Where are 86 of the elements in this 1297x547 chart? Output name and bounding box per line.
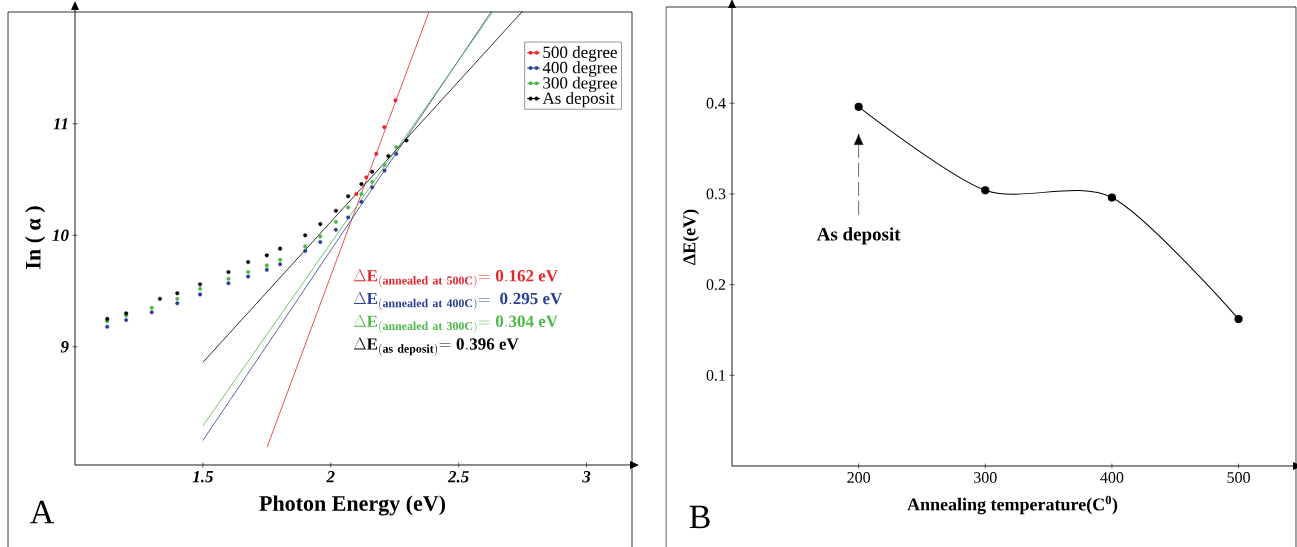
point [346, 215, 351, 220]
x-tick-label: 3 [582, 471, 591, 483]
x-axis-title: Photon Energy (eV) [259, 495, 446, 516]
x-tick-label: 500 [1227, 472, 1250, 483]
y-tick-label: 9 [60, 341, 69, 353]
point [394, 151, 399, 156]
point [354, 192, 359, 197]
point [303, 244, 308, 249]
legend-label: As deposit [542, 91, 615, 108]
text: A [30, 500, 55, 524]
point [1234, 314, 1243, 324]
point [246, 260, 251, 265]
point [124, 318, 129, 323]
point [303, 233, 308, 238]
point [198, 286, 203, 291]
point [318, 234, 323, 239]
y-tick-label: 0.1 [706, 369, 726, 381]
point [157, 296, 162, 301]
x-tick-label: 1.5 [192, 471, 214, 483]
text: B [689, 505, 710, 529]
point [246, 270, 251, 275]
point [105, 324, 110, 329]
point [374, 151, 379, 156]
x-tick-label: 300 [974, 472, 997, 483]
x-tick-label: 200 [847, 472, 871, 483]
legend-label: 500 degree [543, 46, 617, 62]
point [149, 310, 154, 315]
y-tick-label: 0.2 [706, 279, 726, 291]
point [278, 262, 283, 267]
annotation: $\Delta\mathbf{E}_{\mathbf{(annealed\ at\ 300C)}}\mathbf{=0.304\ eV}$ [353, 314, 558, 333]
point [175, 296, 180, 301]
point [370, 185, 375, 190]
point [854, 102, 863, 111]
y-tick-label: 10 [52, 229, 69, 242]
x-tick-label: 400 [1100, 472, 1124, 483]
x-tick-label: 2 [326, 471, 335, 483]
point [318, 239, 323, 244]
y-tick-label: 11 [53, 118, 68, 130]
point [1107, 193, 1117, 202]
point [370, 169, 375, 174]
point [382, 168, 387, 173]
point [318, 222, 323, 227]
point [981, 186, 990, 195]
point [198, 292, 203, 297]
point [264, 263, 269, 268]
x-tick-label: 2.5 [447, 471, 469, 483]
point [149, 305, 154, 310]
point [333, 219, 338, 224]
y-tick-label: 0.4 [706, 97, 726, 109]
point [246, 274, 251, 279]
point [393, 98, 398, 103]
annotation: $\Delta\mathbf{E}_{\mathbf{(as\ deposit)}}\mathbf{=0.396\ eV}$ [353, 337, 519, 356]
annotation: $\Delta\mathbf{E}_{\mathbf{(annealed\ at\ 400C)}}\mathbf{=\ 0.295\ eV}$ [353, 291, 563, 311]
point [364, 175, 369, 180]
x-axis-title: Annealing temperature(C$^{0}$) [907, 495, 1118, 515]
point [346, 194, 351, 199]
y-axis-title: In ( α ) [25, 206, 46, 269]
point [333, 227, 338, 232]
point [175, 291, 180, 296]
point [382, 125, 387, 130]
point [404, 138, 409, 143]
point [359, 199, 364, 204]
point [226, 281, 231, 286]
y-axis-title: ΔE(eV) [682, 209, 700, 265]
point [226, 276, 231, 281]
point [394, 145, 399, 150]
point [278, 246, 283, 251]
point [359, 192, 364, 197]
legend-label: 300 degree [543, 76, 617, 93]
point [303, 248, 308, 253]
point [278, 257, 283, 262]
point [346, 205, 351, 210]
annotation: $\Delta\mathbf{E}_{\mathbf{(annealed\ at\ 500C)}}\mathbf{=0.162\ eV}$ [353, 269, 558, 288]
point [386, 154, 391, 159]
point [264, 267, 269, 272]
point [382, 163, 387, 168]
point [226, 270, 231, 275]
point [359, 181, 364, 186]
point [370, 179, 375, 184]
point [264, 253, 269, 258]
annotation: As deposit [816, 227, 901, 245]
point [333, 208, 338, 213]
legend-label: 400 degree [542, 61, 617, 77]
point [198, 282, 203, 287]
y-tick-label: 0.3 [706, 188, 726, 200]
point [175, 301, 180, 306]
